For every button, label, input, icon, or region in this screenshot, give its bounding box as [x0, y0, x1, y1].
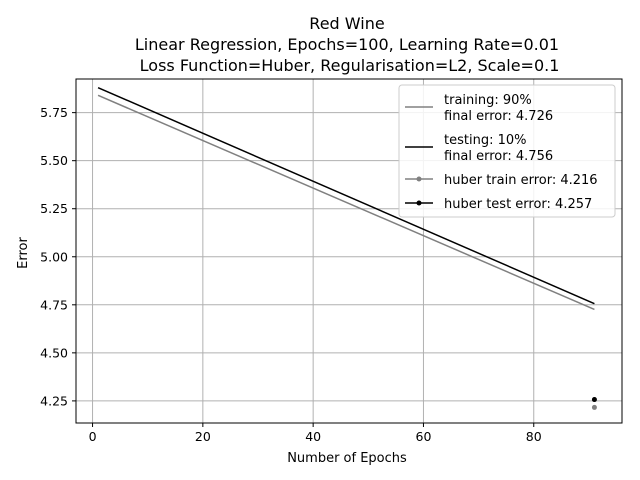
legend-label-1: final error: 4.726 — [444, 109, 553, 124]
plot-series — [97, 86, 597, 410]
y-axis-ticks: 4.25 4.50 4.75 5.00 5.25 5.50 5.75 — [40, 105, 76, 408]
legend-label-1: training: 90% — [444, 93, 532, 108]
legend-label-2: testing: 10% — [444, 133, 526, 148]
title-line-1: Red Wine — [309, 14, 384, 33]
y-axis-label: Error — [16, 237, 31, 269]
x-tick-label: 20 — [195, 429, 211, 444]
x-tick-label: 80 — [526, 429, 542, 444]
y-tick-label: 5.00 — [40, 249, 68, 264]
x-axis-label: Number of Epochs — [287, 451, 407, 466]
y-tick-label: 4.25 — [40, 393, 68, 408]
x-axis-ticks: 0 20 40 60 80 — [89, 423, 542, 444]
legend-label-2: final error: 4.756 — [444, 149, 553, 164]
axes-frame — [75, 78, 623, 424]
y-tick-label: 4.75 — [40, 297, 68, 312]
y-tick-label: 5.50 — [40, 153, 68, 168]
y-tick-label: 5.75 — [40, 105, 68, 120]
chart-title: Red Wine Linear Regression, Epochs=100, … — [135, 14, 560, 75]
legend: training: 90%final error: 4.726 testing: … — [398, 84, 616, 218]
x-tick-label: 0 — [89, 429, 97, 444]
legend-label-3: huber train error: 4.216 — [444, 173, 598, 188]
y-tick-label: 4.50 — [40, 345, 68, 360]
series-line-1 — [97, 94, 595, 311]
series-point-3 — [591, 404, 597, 410]
title-line-2: Linear Regression, Epochs=100, Learning … — [135, 35, 559, 54]
legend-box — [398, 84, 616, 218]
x-tick-label: 60 — [416, 429, 432, 444]
title-line-3: Loss Function=Huber, Regularisation=L2, … — [135, 56, 560, 75]
x-tick-label: 40 — [305, 429, 321, 444]
y-tick-label: 5.25 — [40, 201, 68, 216]
legend-marker-4 — [416, 200, 422, 206]
series-point-4 — [591, 397, 597, 403]
legend-label-4: huber test error: 4.257 — [444, 197, 592, 212]
series-line-2 — [97, 86, 595, 305]
legend-marker-3 — [416, 176, 422, 182]
